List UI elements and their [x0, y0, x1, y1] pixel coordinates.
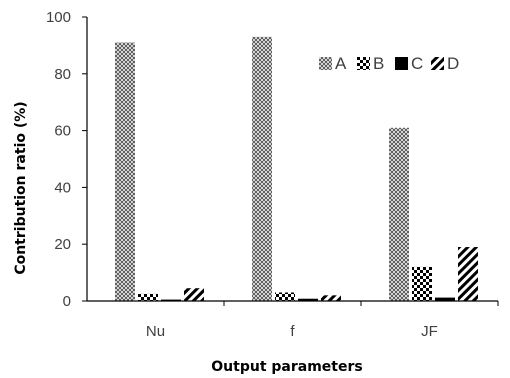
x-tick-label: Nu — [146, 323, 165, 340]
x-axis-ticks: Nu f JF — [146, 301, 499, 340]
legend-label-c: C — [411, 54, 423, 73]
legend-label-d: D — [447, 54, 459, 73]
bar-c-nu — [161, 299, 181, 301]
x-tick-label: JF — [421, 323, 438, 340]
y-tick-label: 40 — [54, 179, 71, 196]
bar-a-f — [252, 36, 272, 301]
bar-c-f — [298, 298, 318, 301]
bar-b-nu — [138, 293, 158, 301]
legend-swatch-d — [431, 57, 444, 70]
bar-d-f — [321, 295, 341, 301]
y-axis-title: Contribution ratio (%) — [13, 101, 29, 274]
bar-a-nu — [115, 42, 135, 302]
bar-a-jf — [389, 127, 409, 301]
bar-d-nu — [184, 288, 204, 301]
x-axis-title: Output parameters — [211, 359, 362, 375]
x-tick-label: f — [290, 323, 295, 340]
y-tick-label: 100 — [46, 9, 71, 26]
legend-swatch-a — [319, 57, 332, 70]
bar-b-jf — [412, 266, 432, 301]
legend-label-a: A — [335, 54, 347, 73]
bar-b-f — [275, 292, 295, 301]
bar-d-jf — [458, 247, 478, 301]
y-tick-label: 60 — [54, 123, 71, 140]
y-tick-label: 20 — [54, 236, 71, 253]
legend-swatch-c — [395, 57, 408, 70]
legend-label-b: B — [373, 54, 384, 73]
bar-c-jf — [435, 297, 455, 301]
y-tick-label: 80 — [54, 66, 71, 83]
y-axis-ticks: 0 20 40 60 80 100 — [46, 9, 87, 310]
y-tick-label: 0 — [63, 293, 71, 310]
legend: A B C D — [319, 54, 459, 73]
legend-swatch-b — [357, 57, 370, 70]
bars — [115, 36, 478, 302]
